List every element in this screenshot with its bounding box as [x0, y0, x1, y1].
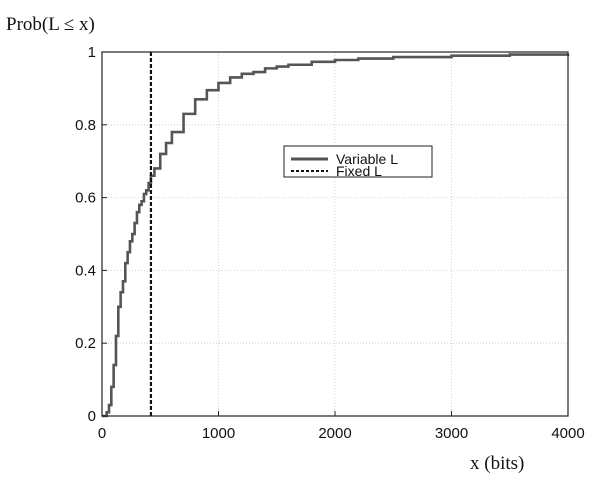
y-tick-label: 0.6: [75, 190, 96, 207]
grid-lines: [102, 52, 568, 416]
x-tick-label: 0: [98, 425, 106, 442]
series-variable-l-line: [102, 53, 570, 418]
y-tick-label: 0.4: [75, 262, 96, 279]
x-tick-label: 3000: [435, 425, 468, 442]
series-lines: [102, 52, 570, 418]
x-tick-label: 2000: [318, 425, 351, 442]
y-tick-labels: 0 0.2 0.4 0.6 0.8 1: [75, 44, 107, 425]
x-tick-labels: 0 1000 2000 3000 4000: [98, 411, 585, 442]
y-axis-title: Prob(L ≤ x): [6, 14, 95, 35]
y-tick-label: 0.2: [75, 335, 96, 352]
legend-label-fixed-l: Fixed L: [336, 163, 382, 179]
x-tick-label: 4000: [551, 425, 584, 442]
x-axis-title: x (bits): [470, 453, 524, 474]
legend: Variable L Fixed L: [283, 145, 433, 179]
y-tick-label: 0: [88, 408, 96, 425]
legend-label-variable-l: Variable L: [336, 151, 398, 167]
y-tick-label: 0.8: [75, 117, 96, 134]
y-tick-label: 1: [88, 44, 96, 61]
x-tick-label: 1000: [202, 425, 235, 442]
